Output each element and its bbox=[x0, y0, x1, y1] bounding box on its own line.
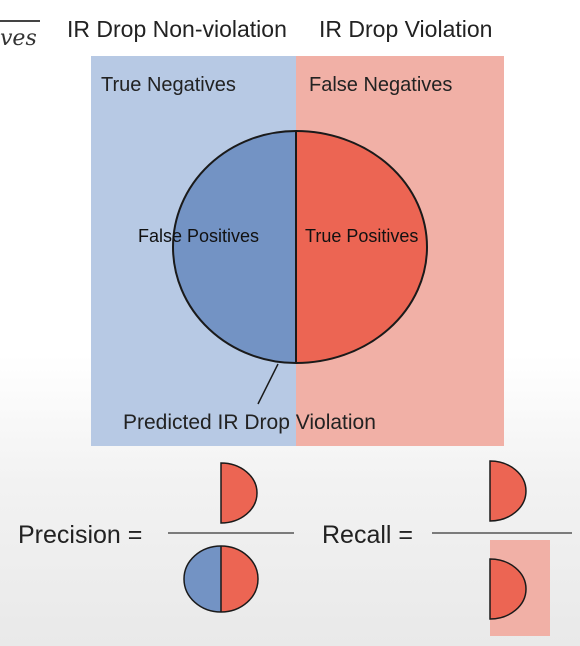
true-positives-half bbox=[296, 131, 427, 363]
prediction-leader-line bbox=[257, 363, 279, 405]
false-positives-half bbox=[173, 131, 296, 363]
recall-label: Recall = bbox=[322, 521, 414, 549]
recall-denominator-outline bbox=[489, 558, 527, 620]
precision-numerator-true-positives bbox=[221, 463, 257, 523]
label-false-negatives: False Negatives bbox=[309, 74, 453, 96]
label-false-positives: False Positives bbox=[138, 226, 260, 246]
circle-outline-right bbox=[295, 130, 428, 364]
precision-label: Precision = bbox=[18, 521, 143, 549]
recall-denominator-true-positives bbox=[490, 559, 526, 619]
fraction-bar-fragment bbox=[0, 20, 40, 22]
circle-outline-left bbox=[172, 130, 297, 364]
header-non-violation: IR Drop Non-violation bbox=[67, 16, 287, 42]
header-violation: IR Drop Violation bbox=[319, 16, 493, 42]
precision-denominator-true-positives bbox=[221, 546, 258, 612]
label-true-negatives: True Negatives bbox=[101, 74, 236, 96]
precision-denominator-false-positives bbox=[184, 546, 221, 612]
label-true-positives: True Positives bbox=[305, 226, 419, 246]
recall-numerator-outline bbox=[489, 460, 527, 522]
label-predicted-violation: Predicted IR Drop Violation bbox=[123, 411, 376, 434]
recall-numerator-true-positives bbox=[490, 461, 526, 521]
formula-fragment: ves bbox=[0, 26, 37, 51]
precision-numerator-outline bbox=[220, 462, 258, 524]
